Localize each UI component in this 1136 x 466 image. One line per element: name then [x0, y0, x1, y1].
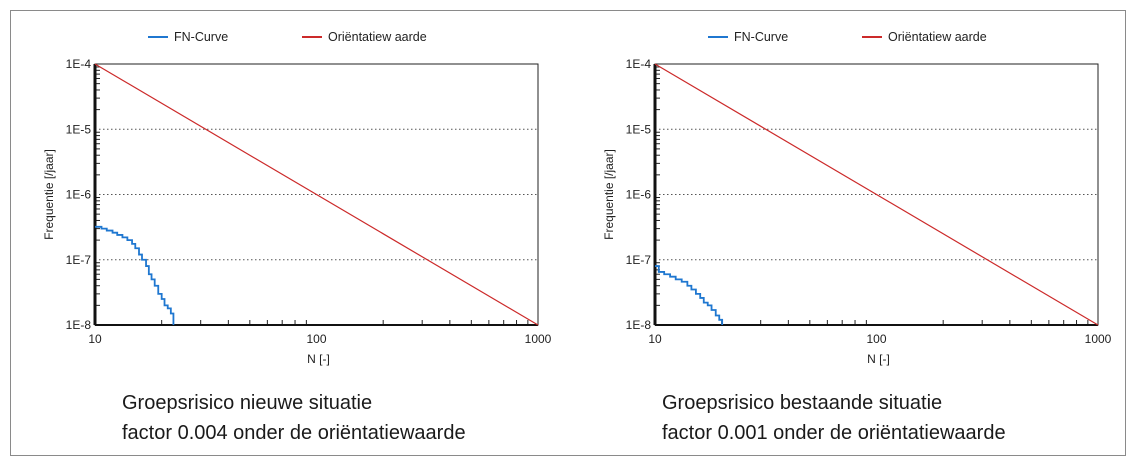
caption-bestaande-situatie: Groepsrisico bestaande situatie factor 0… [662, 388, 1006, 448]
y-tick-label: 1E-6 [66, 188, 92, 202]
fn-chart-bestaande-situatie: 1E-4 1E-5 1E-6 1E-7 1E-810 100 1000 N [-] Freque… [602, 30, 1112, 366]
legend-label-fn-curve: FN-Curve [174, 30, 228, 44]
x-tick-label: 1000 [525, 332, 552, 346]
x-axis-label: N [-] [307, 352, 330, 366]
orientatiewaarde-line [94, 63, 539, 326]
caption-line-1: Groepsrisico bestaande situatie [662, 392, 943, 414]
caption-nieuwe-situatie: Groepsrisico nieuwe situatie factor 0.00… [122, 388, 466, 448]
y-tick-label: 1E-6 [626, 188, 652, 202]
orientatiewaarde-line [654, 63, 1099, 326]
y-axis-label: Frequentie [/jaar] [602, 149, 616, 240]
caption-line-1: Groepsrisico nieuwe situatie [122, 392, 373, 414]
y-tick-label: 1E-7 [66, 253, 92, 267]
fn-curve-line [95, 225, 175, 325]
y-tick-label: 1E-5 [66, 122, 92, 136]
caption-line-2: factor 0.001 onder de oriëntatiewaarde [662, 422, 1006, 444]
x-tick-label: 10 [88, 332, 102, 346]
x-tick-label: 1000 [1085, 332, 1112, 346]
legend-label-orientatiewaarde: Oriëntatiew aarde [888, 30, 987, 44]
x-axis-label: N [-] [867, 352, 890, 366]
x-tick-label: 100 [866, 332, 886, 346]
y-tick-label: 1E-8 [66, 318, 92, 332]
x-tick-label: 100 [306, 332, 326, 346]
y-tick-label: 1E-4 [626, 57, 652, 71]
y-axis-label: Frequentie [/jaar] [42, 149, 56, 240]
y-tick-label: 1E-8 [626, 318, 652, 332]
x-tick-label: 10 [648, 332, 662, 346]
fn-curve-line [655, 265, 724, 325]
caption-line-2: factor 0.004 onder de oriëntatiewaarde [122, 422, 466, 444]
fn-chart-nieuwe-situatie: 1E-4 1E-5 1E-6 1E-7 1E-810 100 1000 N [-] Freque… [42, 30, 552, 366]
y-tick-label: 1E-5 [626, 122, 652, 136]
legend-label-orientatiewaarde: Oriëntatiew aarde [328, 30, 427, 44]
y-tick-label: 1E-7 [626, 253, 652, 267]
legend-label-fn-curve: FN-Curve [734, 30, 788, 44]
y-tick-label: 1E-4 [66, 57, 92, 71]
figure-frame [10, 10, 1126, 456]
